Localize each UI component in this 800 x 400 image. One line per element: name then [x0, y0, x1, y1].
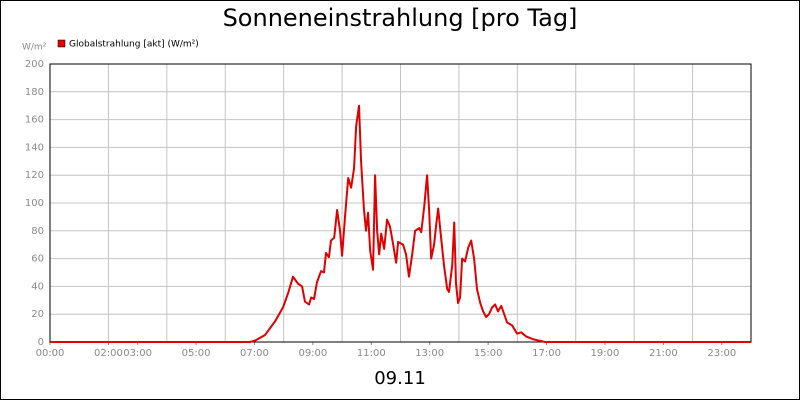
x-tick-label: 02:00: [94, 348, 123, 359]
y-tick-label: 180: [25, 87, 44, 98]
y-tick-label: 60: [31, 254, 44, 265]
y-tick-label: 40: [31, 281, 44, 292]
y-tick-label: 200: [25, 59, 44, 70]
legend-label: Globalstrahlung [akt] (W/m²): [69, 40, 199, 50]
y-tick-label: 100: [25, 198, 44, 209]
x-axis-label: 09.11: [374, 368, 426, 389]
y-axis-label: W/m²: [22, 43, 47, 53]
y-tick-label: 0: [38, 337, 44, 348]
y-tick-label: 20: [31, 309, 44, 320]
legend-swatch: [57, 39, 66, 48]
y-tick-label: 140: [25, 142, 44, 153]
x-tick-label: 17:00: [532, 348, 561, 359]
x-tick-label: 21:00: [649, 348, 678, 359]
x-tick-label: 09:00: [298, 348, 327, 359]
x-tick-label: 00:00: [36, 348, 65, 359]
y-tick-label: 80: [31, 226, 44, 237]
line: [50, 104, 751, 343]
x-tick-label: 13:00: [415, 348, 444, 359]
x-tick-label: 05:00: [182, 348, 211, 359]
x-tick-label: 11:00: [357, 348, 386, 359]
y-tick-label: 120: [25, 170, 44, 181]
x-tick-label: 23:00: [707, 348, 736, 359]
chart-title: Sonneneinstrahlung [pro Tag]: [223, 4, 578, 32]
plot-border: [49, 63, 752, 343]
x-tick-label: 15:00: [474, 348, 503, 359]
y-tick-label: 160: [25, 115, 44, 126]
x-tick-label: 03:00: [123, 348, 152, 359]
x-tick-label: 07:00: [240, 348, 269, 359]
x-tick-label: 19:00: [591, 348, 620, 359]
